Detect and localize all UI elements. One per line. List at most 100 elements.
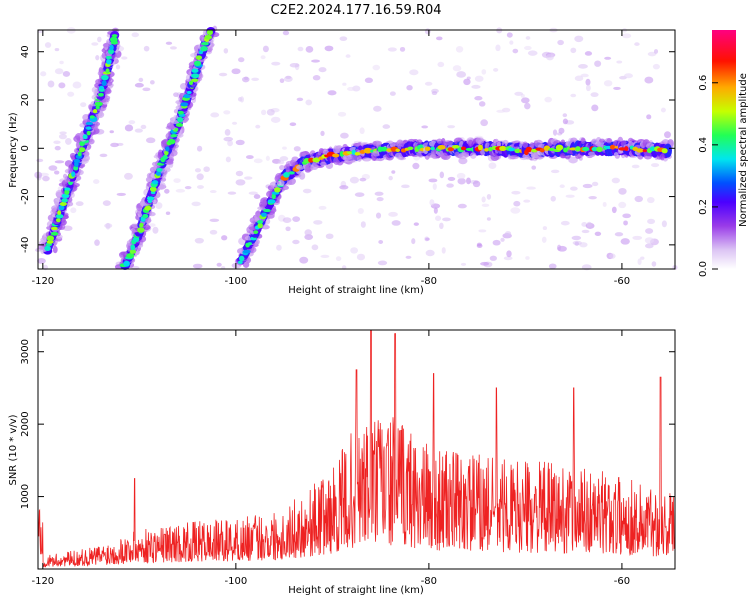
heatmap-cell (437, 61, 445, 68)
heatmap-cell (54, 48, 60, 52)
heatmap-cell (270, 116, 281, 123)
heatmap-cell (578, 64, 588, 69)
heatmap-cell (364, 77, 373, 84)
heatmap-cell (121, 56, 128, 60)
heatmap-cell (611, 177, 620, 184)
heatmap-cell (65, 137, 72, 145)
heatmap-cell (357, 207, 364, 214)
heatmap-cell (356, 253, 366, 261)
heatmap-cell (412, 162, 420, 170)
heatmap-cell (585, 78, 591, 86)
heatmap-cell (471, 84, 481, 89)
heatmap-cell (102, 200, 111, 206)
heatmap-cell (109, 130, 114, 134)
heatmap-cell (457, 177, 466, 185)
heatmap-cell (379, 146, 388, 152)
heatmap-cell (548, 263, 557, 269)
heatmap-cell (165, 41, 173, 45)
heatmap-cell (616, 60, 623, 64)
heatmap-cell (167, 138, 176, 145)
heatmap-cell (239, 96, 245, 103)
heatmap-cell (511, 190, 521, 195)
heatmap-cell (614, 232, 624, 237)
heatmap-cell (292, 239, 300, 245)
heatmap-cell (54, 145, 61, 151)
heatmap-cell (231, 121, 238, 125)
heatmap-cell (134, 82, 144, 88)
heatmap-cell (95, 105, 100, 110)
heatmap-cell (104, 223, 113, 229)
heatmap-cell (492, 239, 501, 246)
heatmap-cell (620, 238, 630, 245)
heatmap-cell (209, 229, 218, 235)
heatmap-cell (452, 65, 462, 72)
heatmap-cell (61, 198, 69, 203)
snr-y-label: SNR (10 * v/v) (8, 414, 19, 485)
heatmap-cell (145, 137, 156, 144)
heatmap-cell (242, 76, 250, 83)
heatmap-cell (223, 136, 234, 142)
heatmap-cell (332, 153, 340, 158)
heatmap-cell (246, 155, 254, 160)
heatmap-cell (70, 207, 77, 214)
heatmap-cell (562, 113, 568, 118)
heatmap-cell (399, 46, 406, 52)
y-tick-label: 40 (20, 45, 31, 58)
heatmap-cell (260, 212, 267, 217)
heatmap-cell (149, 80, 155, 85)
snr-series-line (38, 330, 675, 568)
heatmap-cell (209, 218, 220, 222)
heatmap-cell (405, 255, 412, 259)
heatmap-cell (101, 80, 107, 86)
heatmap-cell (506, 250, 512, 258)
heatmap-cell (267, 199, 276, 204)
heatmap-cell (289, 122, 297, 127)
heatmap-cell (481, 196, 486, 203)
heatmap-cell (359, 127, 365, 135)
heatmap-cell (261, 224, 270, 230)
heatmap-cell (496, 141, 501, 148)
heatmap-cell (437, 145, 446, 150)
heatmap-cell (651, 261, 657, 267)
heatmap-cell (455, 45, 464, 53)
heatmap-cell (488, 162, 497, 169)
heatmap-cell (337, 111, 347, 117)
heatmap-cell (523, 199, 531, 203)
heatmap-cell (335, 256, 342, 262)
heatmap-cell (44, 245, 51, 251)
heatmap-cell (61, 193, 70, 199)
y-tick-label: 2000 (20, 411, 31, 436)
heatmap-cell (477, 144, 483, 151)
heatmap-cell (253, 158, 263, 164)
heatmap-cell (247, 242, 253, 246)
heatmap-cell (173, 108, 179, 114)
heatmap-cell (663, 143, 672, 158)
heatmap-cell (165, 146, 170, 152)
x-tick-label: -80 (421, 276, 437, 287)
heatmap-cell (571, 235, 582, 241)
heatmap-cell (40, 71, 47, 77)
heatmap-cell (436, 36, 443, 41)
heatmap-cell (221, 235, 228, 241)
heatmap-cell (486, 193, 492, 200)
heatmap-cell (138, 77, 144, 83)
heatmap-cell (460, 146, 467, 151)
heatmap-cell (510, 207, 521, 214)
heatmap-cell (428, 178, 438, 183)
x-tick-label: -80 (421, 576, 437, 587)
heatmap-cell (480, 261, 490, 266)
heatmap-cell (235, 179, 246, 186)
heatmap-cell (661, 148, 668, 154)
heatmap-cell (140, 124, 147, 130)
heatmap-cell (618, 187, 627, 195)
y-tick-label: 3000 (20, 339, 31, 364)
heatmap-cell (347, 86, 356, 91)
heatmap-cell (227, 191, 237, 195)
heatmap-cell (279, 156, 289, 162)
heatmap-cell (249, 226, 257, 231)
heatmap-cell (429, 199, 435, 206)
heatmap-cell (98, 92, 104, 97)
heatmap-cell (421, 125, 429, 129)
heatmap-cell (305, 99, 313, 106)
heatmap-cell (634, 195, 643, 203)
